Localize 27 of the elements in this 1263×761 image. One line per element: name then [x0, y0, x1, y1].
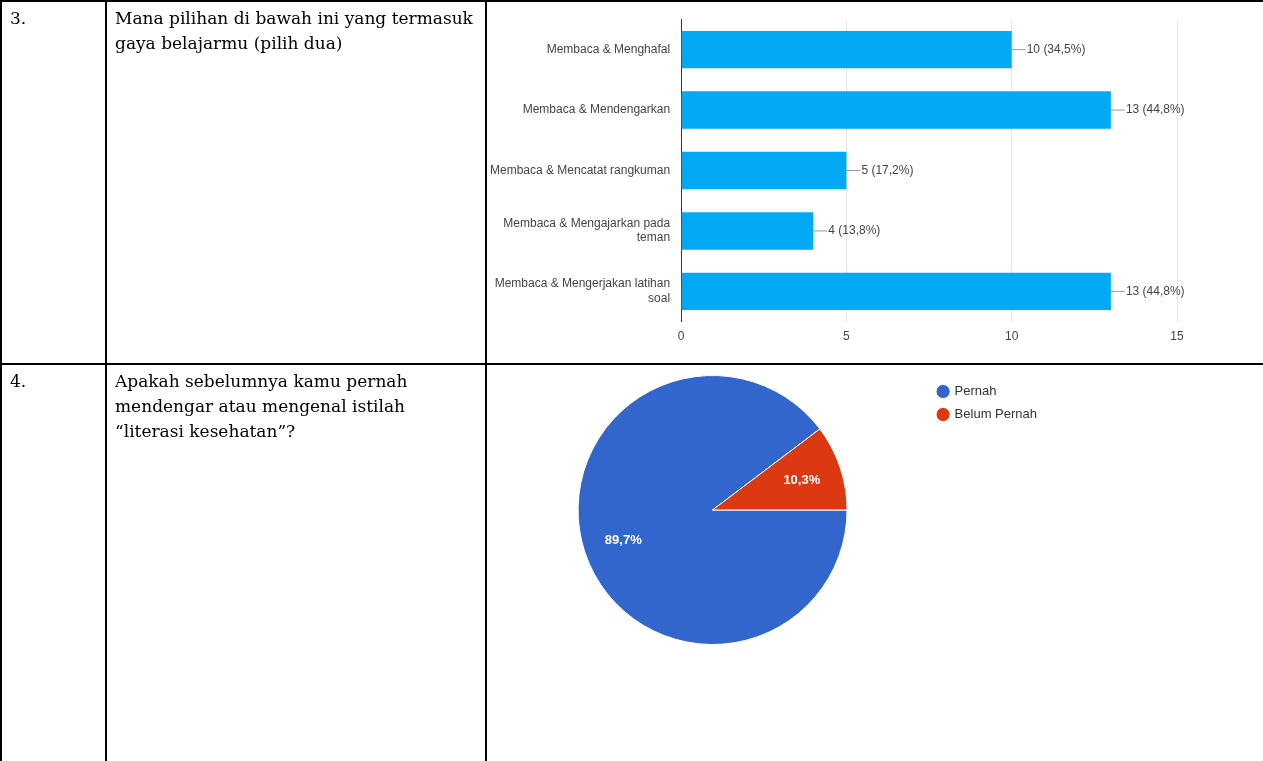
data-label: 4 (13,8%) [828, 223, 881, 238]
legend-label: Belum Pernah [954, 406, 1038, 422]
bar [681, 91, 1111, 129]
data-label: 89,7% [604, 531, 643, 547]
data-label: 10 (34,5%) [1026, 41, 1086, 56]
x-tick-label: 5 [843, 329, 851, 344]
bar [681, 30, 1012, 69]
y-tick-label: Membaca & Mencatat rangkuman [489, 162, 671, 177]
bar [681, 212, 814, 250]
data-label: 10,3% [783, 471, 821, 487]
x-tick-label: 10 [1005, 329, 1019, 344]
y-tick-label: Membaca & Menghafal [546, 41, 671, 56]
y-tick-label: Membaca & Mengerjakan latihan soal [494, 276, 671, 305]
data-label: 5 (17,2%) [861, 162, 914, 177]
y-tick-label: Membaca & Mendengarkan [522, 102, 671, 117]
text: Mana pilihan di bawah ini yang termasuk gaya belajarmu (pilih dua) [115, 7, 474, 55]
data-label: 13 (44,8%) [1125, 283, 1185, 298]
bar [681, 272, 1111, 311]
x-tick-label: 0 [677, 329, 685, 344]
text: 4. [10, 370, 28, 393]
data-label: 13 (44,8%) [1125, 102, 1185, 117]
text: Apakah sebelumnya kamu pernah mendengar atau mengenal istilah “literasi kesehatan”? [115, 370, 409, 443]
legend-label: Pernah [954, 383, 997, 399]
bar [681, 151, 847, 190]
x-tick-label: 15 [1170, 329, 1184, 344]
text: 3. [10, 7, 28, 30]
y-tick-label: Membaca & Mengajarkan pada teman [503, 216, 671, 245]
